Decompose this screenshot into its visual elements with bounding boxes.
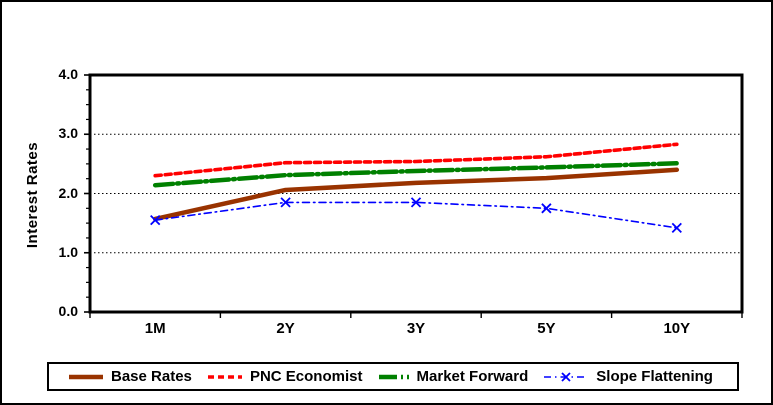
y-tick-label: 2.0 [58, 184, 78, 201]
series-marker-x-slope-flattening [280, 197, 291, 208]
y-tick-label: 0.0 [58, 303, 78, 319]
legend-item-base-rates: Base Rates [69, 368, 192, 385]
x-category-label: 2Y [276, 320, 295, 337]
legend-label: Base Rates [111, 368, 192, 385]
x-category-label: 3Y [406, 320, 426, 337]
series-line-slope-flattening [154, 201, 678, 229]
legend-item-slope-flattening: Slope Flattening [544, 368, 713, 385]
legend-item-pnc-economist: PNC Economist [207, 368, 363, 385]
x-category-label: 1M [144, 320, 166, 337]
series-line-base-rates [152, 167, 680, 222]
legend-line-sample-pnc-economist [207, 374, 242, 379]
series-marker-x-slope-flattening [150, 215, 161, 226]
series-marker-x-slope-flattening [671, 222, 682, 234]
legend-label: Market Forward [416, 368, 529, 385]
plot-background [90, 75, 742, 312]
series-line-market-forward [152, 161, 680, 188]
series-line-pnc-economist [153, 142, 679, 178]
series-marker-x-slope-flattening [410, 197, 422, 208]
y-tick-label: 1.0 [58, 243, 78, 260]
y-tick-label: 3.0 [58, 125, 78, 142]
legend-label: PNC Economist [249, 368, 363, 385]
legend-marker-x [561, 371, 571, 382]
x-category-label: 5Y [537, 320, 556, 337]
legend-line-sample-base-rates [69, 374, 103, 379]
legend-line-sample-slope-flattening [544, 371, 589, 382]
legend-item-market-forward: Market Forward [378, 368, 529, 385]
y-tick-label: 4.0 [58, 66, 78, 82]
plot-border [88, 73, 744, 314]
legend-line-sample-market-forward [378, 374, 409, 379]
x-category-label: 10Y [663, 320, 691, 337]
legend-label: Slope Flattening [596, 368, 713, 385]
series-marker-x-slope-flattening [541, 203, 552, 214]
legend: Base Rates PNC Economist Market Forward Slo… [47, 362, 739, 391]
